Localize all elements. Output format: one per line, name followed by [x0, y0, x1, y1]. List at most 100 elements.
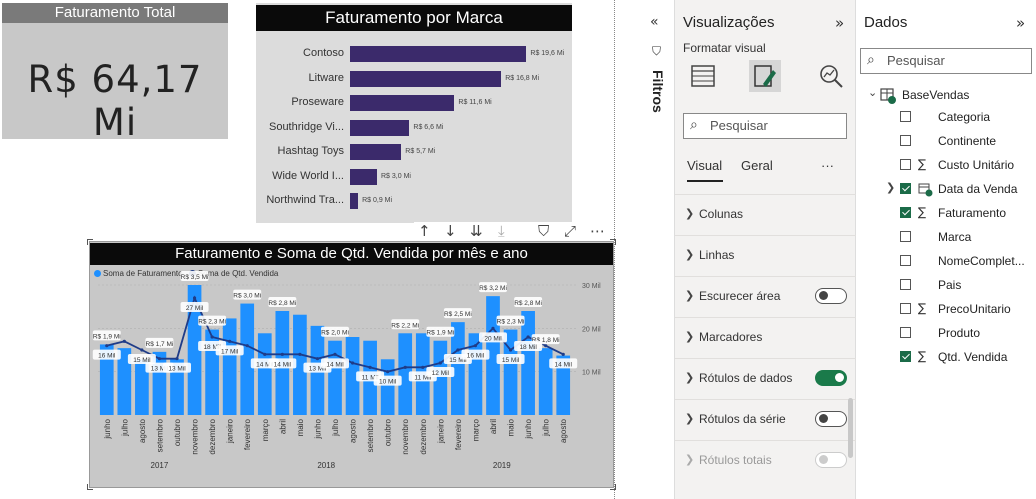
filters-pane-collapsed[interactable]: « ⛉ Filtros — [640, 0, 675, 499]
revenue-bar[interactable] — [433, 340, 448, 415]
field-checkbox[interactable] — [900, 207, 911, 218]
field-checkbox[interactable] — [900, 327, 911, 338]
field-item[interactable]: ❯ Data da Venda — [856, 178, 1036, 200]
format-section[interactable]: ❯ Marcadores — [675, 317, 856, 357]
field-checkbox[interactable] — [900, 183, 911, 194]
section-toggle[interactable] — [815, 288, 847, 304]
filter-icon[interactable]: ⛉ — [538, 222, 550, 240]
build-visual-icon[interactable] — [687, 60, 719, 92]
revenue-data-label-bg[interactable] — [198, 315, 227, 326]
field-checkbox[interactable] — [900, 111, 911, 122]
chevron-right-icon[interactable]: ❯ — [685, 330, 695, 343]
revenue-bar[interactable] — [293, 314, 307, 415]
revenue-bar[interactable] — [117, 348, 132, 415]
data-search-input[interactable]: ⌕ Pesquisar — [860, 48, 1032, 74]
revenue-bar[interactable] — [135, 359, 149, 415]
viz-search-input[interactable]: ⌕ Pesquisar — [683, 113, 847, 139]
tab-visual[interactable]: Visual — [687, 158, 723, 173]
more-options-icon[interactable]: ⋯ — [590, 222, 605, 240]
field-checkbox[interactable] — [900, 255, 911, 266]
brand-bar[interactable] — [350, 193, 359, 209]
qty-data-label-bg[interactable] — [549, 358, 578, 369]
revenue-bar[interactable] — [451, 322, 465, 415]
section-toggle[interactable] — [815, 370, 847, 386]
format-section[interactable]: ❯ Rótulos da série — [675, 399, 856, 439]
qty-data-label-bg[interactable] — [514, 341, 543, 351]
brand-bar-row[interactable]: Hashtag Toys R$ 5,7 Mi — [256, 141, 572, 161]
qty-data-label-bg[interactable] — [268, 358, 297, 369]
arrow-down-icon[interactable]: ↓ — [444, 222, 457, 240]
format-section[interactable]: ❯ Rótulos de dados — [675, 358, 856, 398]
collapse-right-icon[interactable]: » — [835, 14, 845, 32]
revenue-data-label-bg[interactable] — [92, 330, 121, 341]
revenue-bar[interactable] — [345, 337, 360, 415]
revenue-bar[interactable] — [257, 333, 272, 415]
field-checkbox[interactable] — [900, 351, 911, 362]
revenue-bar[interactable] — [521, 311, 535, 415]
revenue-bar[interactable] — [398, 333, 413, 415]
revenue-data-label-bg[interactable] — [443, 308, 472, 319]
viz-scrollbar[interactable] — [848, 398, 853, 458]
field-checkbox[interactable] — [900, 303, 911, 314]
field-item[interactable]: Produto — [856, 322, 1036, 344]
brand-bar-row[interactable]: Wide World I... R$ 3,0 Mi — [256, 166, 572, 186]
revenue-bar[interactable] — [99, 344, 114, 415]
brand-bar[interactable] — [350, 70, 502, 87]
chevron-right-icon[interactable]: ❯ — [685, 207, 695, 220]
revenue-data-label-bg[interactable] — [145, 337, 174, 348]
revenue-data-label-bg[interactable] — [180, 271, 209, 281]
brand-bar-row[interactable]: Northwind Tra... R$ 0,9 Mi — [256, 190, 572, 210]
qty-data-label-bg[interactable] — [215, 345, 244, 356]
qty-data-label-bg[interactable] — [163, 362, 191, 373]
revenue-data-label-bg[interactable] — [321, 326, 349, 337]
field-item[interactable]: ∑ Faturamento — [856, 202, 1036, 224]
qty-data-label-bg[interactable] — [321, 358, 349, 369]
table-basevendas[interactable]: ⌄ BaseVendas — [856, 84, 1036, 106]
more-options-icon[interactable]: ··· — [821, 158, 834, 173]
revenue-data-label-bg[interactable] — [426, 326, 455, 337]
field-item[interactable]: ∑ PrecoUnitario — [856, 298, 1036, 320]
revenue-bar[interactable] — [187, 285, 202, 415]
revenue-bar[interactable] — [222, 318, 237, 415]
qty-data-label-bg[interactable] — [373, 375, 402, 386]
total-revenue-card[interactable]: Faturamento Total R$ 64,17 Mi — [2, 3, 228, 144]
brand-bar[interactable] — [350, 95, 455, 111]
brand-bar[interactable] — [350, 144, 402, 160]
qty-data-label-bg[interactable] — [426, 367, 455, 377]
format-section[interactable]: ❯ Rótulos totais — [675, 440, 856, 480]
revenue-data-label-bg[interactable] — [479, 282, 507, 293]
chevron-right-icon[interactable]: ❯ — [685, 412, 695, 425]
tab-geral[interactable]: Geral — [741, 158, 773, 173]
format-section[interactable]: ❯ Colunas — [675, 194, 856, 234]
brand-bar[interactable] — [350, 119, 410, 136]
analytics-icon[interactable] — [815, 60, 847, 92]
resize-handle[interactable] — [87, 484, 93, 490]
chevron-right-icon[interactable]: ❯ — [685, 453, 695, 466]
resize-handle[interactable] — [610, 484, 616, 490]
revenue-by-brand-chart[interactable]: Faturamento por Marca Contoso R$ 19,6 Mi L… — [256, 3, 572, 223]
section-toggle[interactable] — [815, 452, 847, 468]
chevron-right-icon[interactable]: ❯ — [886, 181, 896, 194]
brand-bar-row[interactable]: Litware R$ 16,8 Mi — [256, 68, 572, 88]
revenue-bar[interactable] — [503, 329, 518, 415]
brand-bar[interactable] — [350, 46, 527, 62]
revenue-data-label-bg[interactable] — [496, 315, 525, 326]
field-checkbox[interactable] — [900, 279, 911, 290]
field-item[interactable]: ∑ Custo Unitário — [856, 154, 1036, 176]
field-item[interactable]: Continente — [856, 130, 1036, 152]
qty-data-label-bg[interactable] — [479, 332, 507, 343]
chevron-down-icon[interactable]: ⌄ — [868, 86, 878, 99]
revenue-data-label-bg[interactable] — [514, 297, 543, 307]
revenue-bar[interactable] — [328, 340, 342, 415]
collapse-right-icon[interactable]: » — [1016, 14, 1026, 32]
field-item[interactable]: Pais — [856, 274, 1036, 296]
brand-bar-row[interactable]: Proseware R$ 11,6 Mi — [256, 92, 572, 112]
revenue-bar[interactable] — [170, 359, 184, 415]
section-toggle[interactable] — [815, 411, 847, 427]
chevron-right-icon[interactable]: ❯ — [685, 289, 695, 302]
field-checkbox[interactable] — [900, 159, 911, 170]
format-visual-icon[interactable] — [749, 60, 781, 92]
brand-bar-row[interactable]: Southridge Vi... R$ 6,6 Mi — [256, 117, 572, 137]
revenue-bar[interactable] — [240, 303, 255, 415]
format-section[interactable]: ❯ Linhas — [675, 235, 856, 275]
